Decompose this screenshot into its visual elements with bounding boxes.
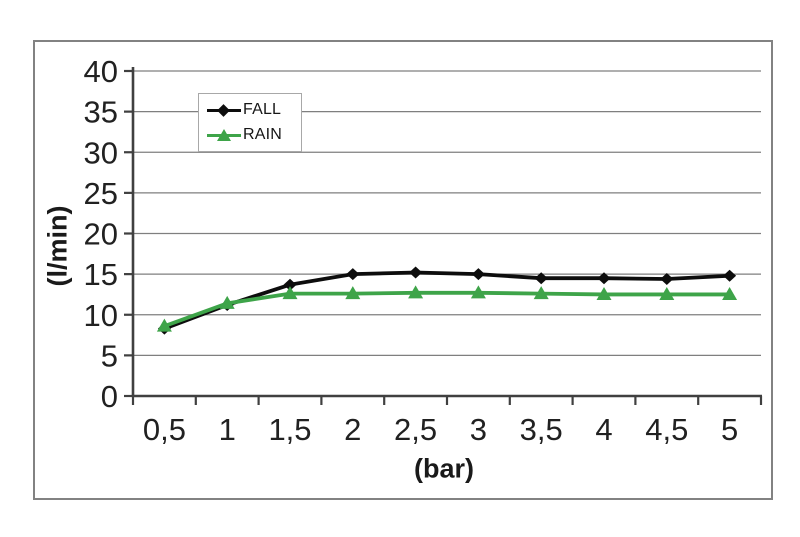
rain-triangle-marker <box>533 286 549 300</box>
fall-swatch <box>207 102 241 118</box>
y-tick-label: 5 <box>101 338 118 373</box>
y-tick-label: 25 <box>84 176 118 211</box>
y-tick-label: 20 <box>84 217 118 252</box>
fall-diamond-marker <box>346 268 360 281</box>
triangle-marker-icon <box>217 129 231 141</box>
y-tick-label: 40 <box>84 54 118 89</box>
x-tick-label: 3 <box>470 412 487 447</box>
x-tick-label: 2,5 <box>394 412 437 447</box>
x-tick-label: 4,5 <box>645 412 688 447</box>
fall-diamond-marker <box>471 268 485 281</box>
rain-triangle-marker <box>659 286 675 300</box>
chart-frame <box>33 40 773 500</box>
fall-diamond-marker <box>409 266 423 279</box>
x-axis-title: (bar) <box>414 453 474 484</box>
y-tick-label: 35 <box>84 95 118 130</box>
x-tick-label: 2 <box>344 412 361 447</box>
legend: FALL RAIN <box>198 93 302 152</box>
rain-triangle-marker <box>345 286 361 300</box>
legend-label-fall: FALL <box>243 101 282 118</box>
x-tick-label: 1,5 <box>268 412 311 447</box>
y-tick-label: 30 <box>84 135 118 170</box>
x-tick-label: 1 <box>219 412 236 447</box>
legend-label-rain: RAIN <box>243 126 283 143</box>
legend-item-rain: RAIN <box>207 126 301 144</box>
rain-triangle-marker <box>722 286 738 300</box>
fall-diamond-marker <box>283 278 297 291</box>
x-tick-label: 4 <box>595 412 612 447</box>
fall-diamond-marker <box>534 272 548 285</box>
x-tick-label: 3,5 <box>520 412 563 447</box>
x-tick-label: 0,5 <box>143 412 186 447</box>
fall-diamond-marker <box>597 272 611 285</box>
rain-swatch <box>207 127 241 143</box>
y-axis-title: (l/min) <box>42 205 73 287</box>
y-tick-label: 15 <box>84 257 118 292</box>
rain-triangle-marker <box>408 285 424 299</box>
series-line-fall <box>163 270 730 331</box>
y-tick-label: 10 <box>84 298 118 333</box>
rain-triangle-marker <box>219 295 235 309</box>
x-tick-label: 5 <box>721 412 738 447</box>
rain-triangle-marker <box>596 286 612 300</box>
diamond-marker-icon <box>217 103 230 117</box>
y-tick-label: 0 <box>101 379 118 414</box>
fall-diamond-marker <box>660 273 674 285</box>
fall-diamond-marker <box>723 269 737 282</box>
rain-triangle-marker <box>156 318 172 332</box>
series-line-rain <box>163 290 730 328</box>
rain-triangle-marker <box>470 285 486 299</box>
legend-item-fall: FALL <box>207 101 301 119</box>
rain-triangle-marker <box>282 286 298 300</box>
